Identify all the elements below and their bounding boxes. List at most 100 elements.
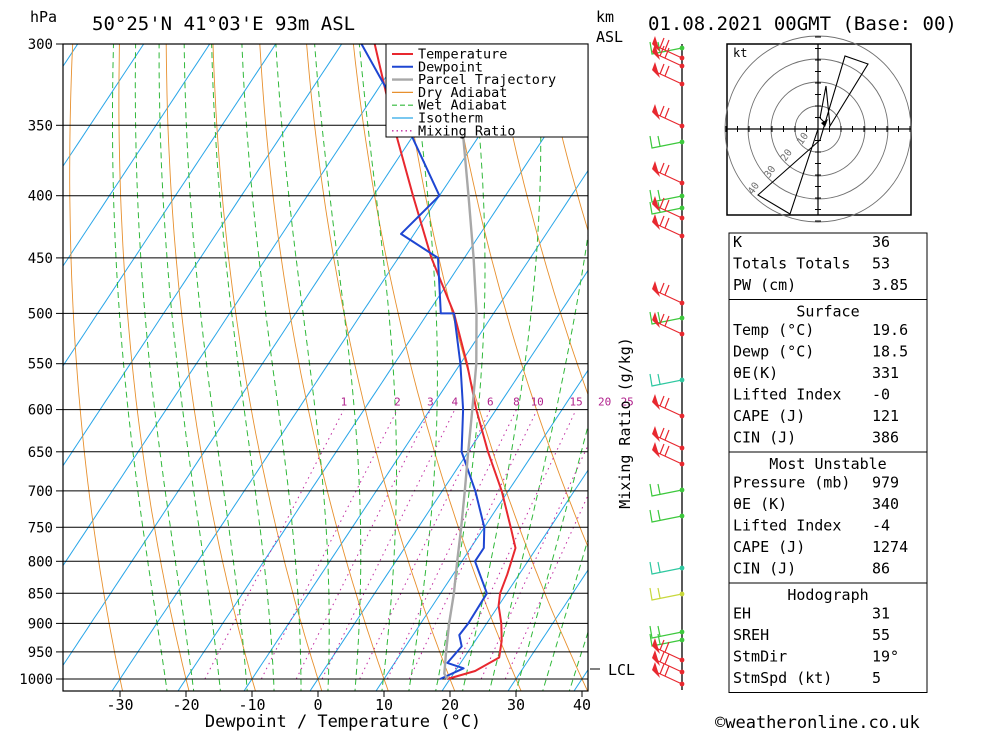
isotherm-line bbox=[177, 69, 588, 691]
wet-adiabat-line bbox=[515, 424, 588, 691]
wind-barb bbox=[655, 45, 683, 67]
dewpoint-line bbox=[360, 44, 488, 680]
mixing-ratio-line bbox=[386, 409, 517, 680]
wet-adiabat-line bbox=[568, 630, 588, 691]
hodograph-unit: kt bbox=[733, 46, 747, 60]
wind-barb-pennant bbox=[652, 650, 660, 666]
mixing-ratio-value: 4 bbox=[451, 396, 458, 409]
wind-barb-pennant bbox=[652, 214, 660, 230]
index-label: Dewp (°C) bbox=[733, 343, 814, 361]
wet-adiabat-line bbox=[112, 44, 168, 691]
index-label: StmDir bbox=[733, 648, 787, 666]
mixing-ratio-value: 8 bbox=[513, 396, 520, 409]
wind-barb-pennant bbox=[652, 638, 660, 654]
pressure-unit-label: hPa bbox=[30, 8, 57, 26]
index-value: 53 bbox=[872, 255, 890, 273]
wet-adiabat-line bbox=[211, 44, 275, 691]
legend-entry: Parcel Trajectory bbox=[418, 72, 556, 88]
index-label: θE (K) bbox=[733, 495, 787, 513]
wet-adiabat-line bbox=[183, 44, 248, 691]
wind-barb bbox=[649, 587, 683, 601]
pressure-tick-label: 700 bbox=[28, 484, 53, 500]
isotherm-line bbox=[63, 44, 343, 467]
datetime-label: 01.08.2021 00GMT (Base: 00) bbox=[648, 13, 957, 35]
isotherm-line bbox=[63, 44, 145, 168]
index-value: 1274 bbox=[872, 538, 908, 556]
wind-barb bbox=[655, 63, 683, 85]
wind-barb-pennant bbox=[652, 196, 660, 212]
hodograph-trace bbox=[757, 55, 869, 215]
x-axis-label: Dewpoint / Temperature (°C) bbox=[205, 712, 481, 732]
height-ref-label: ASL bbox=[596, 28, 623, 46]
dry-adiabat-line bbox=[946, 8, 1000, 705]
isotherm-line bbox=[309, 269, 588, 691]
index-section-title: Hodograph bbox=[787, 586, 868, 604]
wind-barb-pennant bbox=[652, 62, 660, 78]
mixing-ratio-value: 6 bbox=[487, 396, 494, 409]
mixing-ratio-value: 2 bbox=[394, 396, 401, 409]
pressure-tick-label: 450 bbox=[28, 251, 53, 267]
index-label: Lifted Index bbox=[733, 517, 841, 535]
dry-adiabat-line bbox=[493, 44, 588, 396]
index-label: Pressure (mb) bbox=[733, 474, 850, 492]
index-value: -0 bbox=[872, 386, 890, 404]
indices-table: K 36 Totals Totals 53 PW (cm) 3.85 SurfaceTemp… bbox=[728, 232, 928, 693]
wet-adiabat-line bbox=[462, 44, 542, 691]
dry-adiabat-line bbox=[540, 44, 588, 233]
legend-entry: Mixing Ratio bbox=[418, 123, 516, 139]
index-value: 3.85 bbox=[872, 276, 908, 294]
index-value: 19.6 bbox=[872, 321, 908, 339]
pressure-tick-label: 950 bbox=[28, 645, 53, 661]
wind-profile: LCL bbox=[590, 36, 685, 690]
index-value: 31 bbox=[872, 605, 890, 623]
parcel-trajectory-line bbox=[443, 44, 478, 680]
pressure-tick-label: 550 bbox=[28, 357, 53, 373]
legend-entry: Temperature bbox=[418, 47, 507, 63]
pressure-tick-label: 500 bbox=[28, 306, 53, 322]
wind-barb-pennant bbox=[652, 662, 660, 678]
index-label: Temp (°C) bbox=[733, 321, 814, 339]
isotherm-line bbox=[243, 169, 588, 691]
index-label: PW (cm) bbox=[733, 276, 796, 294]
mixing-ratio-line bbox=[408, 409, 538, 680]
isotherm-line bbox=[441, 469, 588, 691]
wind-barb-pennant bbox=[652, 36, 660, 52]
wind-barb bbox=[655, 162, 683, 184]
background-lines bbox=[63, 8, 1000, 705]
wind-barb bbox=[649, 189, 683, 203]
index-value: 386 bbox=[872, 429, 899, 447]
wind-barb-pennant bbox=[652, 426, 660, 442]
index-label: EH bbox=[733, 605, 751, 623]
index-label: CAPE (J) bbox=[733, 407, 805, 425]
mixing-ratio-value: 3 bbox=[427, 396, 434, 409]
dry-adiabat-line bbox=[352, 44, 522, 691]
wind-barb bbox=[655, 313, 683, 335]
wind-barb bbox=[655, 215, 683, 237]
index-value: -4 bbox=[872, 517, 890, 535]
index-label: CAPE (J) bbox=[733, 538, 805, 556]
index-label: K bbox=[733, 233, 742, 251]
wet-adiabat-line bbox=[314, 44, 362, 691]
index-label: CIN (J) bbox=[733, 429, 796, 447]
index-value: 340 bbox=[872, 495, 899, 513]
legend-entry: Wet Adiabat bbox=[418, 98, 507, 114]
index-value: 5 bbox=[872, 669, 881, 687]
mixing-ratio-value: 1 bbox=[341, 396, 348, 409]
pressure-tick-label: 300 bbox=[28, 37, 53, 53]
index-label: Lifted Index bbox=[733, 386, 841, 404]
mixing-ratio-line bbox=[504, 494, 588, 680]
wind-barb bbox=[649, 373, 683, 387]
plot-frame bbox=[62, 43, 589, 692]
dry-adiabat-line bbox=[259, 44, 389, 691]
pressure-tick-label: 1000 bbox=[19, 672, 53, 688]
storm-motion-arrow bbox=[821, 119, 828, 127]
mixing-ratio-value: 25 bbox=[621, 396, 634, 409]
wind-barb bbox=[655, 105, 683, 127]
temperature-tick-label: 20 bbox=[441, 696, 459, 714]
wind-barb bbox=[655, 651, 683, 673]
index-section-box bbox=[728, 582, 928, 693]
pressure-tick-label: 650 bbox=[28, 445, 53, 461]
isotherm-line bbox=[63, 44, 211, 267]
legend-entry: Dry Adiabat bbox=[418, 85, 507, 101]
